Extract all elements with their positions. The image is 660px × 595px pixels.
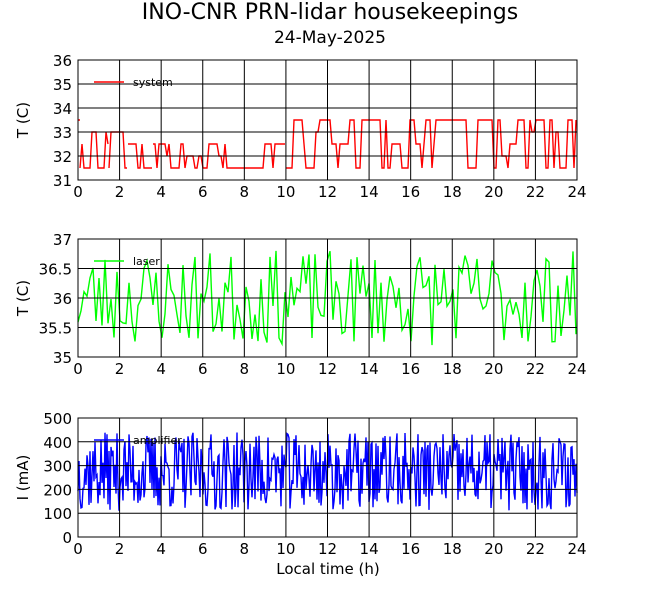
x-tick-label: 6 bbox=[198, 540, 208, 558]
y-axis-label: T (C) bbox=[14, 280, 32, 317]
chart-title: INO-CNR PRN-lidar housekeepings bbox=[141, 0, 519, 25]
y-tick-label: 35.5 bbox=[39, 320, 72, 338]
x-tick-label: 0 bbox=[73, 360, 83, 378]
y-tick-label: 36 bbox=[53, 52, 72, 70]
x-tick-label: 16 bbox=[401, 183, 420, 201]
plot-frame bbox=[77, 59, 578, 181]
legend-label: system bbox=[133, 76, 173, 89]
y-tick-label: 32 bbox=[53, 148, 72, 166]
x-tick-label: 14 bbox=[360, 360, 379, 378]
x-tick-label: 8 bbox=[240, 360, 250, 378]
x-tick-label: 20 bbox=[484, 540, 503, 558]
x-tick-label: 18 bbox=[443, 360, 462, 378]
x-tick-label: 12 bbox=[318, 183, 337, 201]
plot-frame bbox=[77, 238, 578, 358]
y-tick-label: 36.5 bbox=[39, 261, 72, 279]
x-tick-label: 22 bbox=[526, 360, 545, 378]
y-tick-label: 31 bbox=[53, 172, 72, 190]
y-tick-label: 100 bbox=[43, 505, 72, 523]
x-tick-label: 2 bbox=[115, 183, 125, 201]
y-tick-label: 400 bbox=[43, 434, 72, 452]
legend-label: laser bbox=[133, 255, 160, 268]
x-tick-label: 24 bbox=[567, 183, 586, 201]
x-tick-label: 8 bbox=[240, 183, 250, 201]
x-tick-label: 4 bbox=[156, 183, 166, 201]
y-tick-label: 37 bbox=[53, 231, 72, 249]
y-tick-label: 300 bbox=[43, 458, 72, 476]
x-tick-label: 16 bbox=[401, 360, 420, 378]
plot-frame bbox=[77, 417, 578, 538]
x-tick-label: 18 bbox=[443, 540, 462, 558]
x-tick-label: 8 bbox=[240, 540, 250, 558]
x-tick-label: 10 bbox=[276, 540, 295, 558]
y-tick-label: 35 bbox=[53, 349, 72, 367]
x-tick-label: 22 bbox=[526, 540, 545, 558]
x-tick-label: 4 bbox=[156, 360, 166, 378]
x-tick-label: 20 bbox=[484, 183, 503, 201]
x-tick-label: 10 bbox=[276, 360, 295, 378]
x-tick-label: 12 bbox=[318, 540, 337, 558]
y-tick-label: 34 bbox=[53, 100, 72, 118]
y-tick-label: 33 bbox=[53, 124, 72, 142]
y-tick-label: 36 bbox=[53, 290, 72, 308]
y-tick-label: 0 bbox=[62, 529, 72, 547]
x-tick-label: 14 bbox=[360, 183, 379, 201]
x-tick-label: 4 bbox=[156, 540, 166, 558]
x-tick-label: 20 bbox=[484, 360, 503, 378]
legend-label: amplifier bbox=[133, 434, 182, 447]
x-tick-label: 16 bbox=[401, 540, 420, 558]
x-tick-label: 6 bbox=[198, 360, 208, 378]
x-axis-label: Local time (h) bbox=[276, 560, 380, 578]
x-tick-label: 2 bbox=[115, 360, 125, 378]
x-tick-label: 12 bbox=[318, 360, 337, 378]
x-tick-label: 24 bbox=[567, 540, 586, 558]
x-tick-label: 24 bbox=[567, 360, 586, 378]
x-tick-label: 0 bbox=[73, 540, 83, 558]
y-axis-label: I (mA) bbox=[14, 455, 32, 501]
y-tick-label: 35 bbox=[53, 76, 72, 94]
x-tick-label: 0 bbox=[73, 183, 83, 201]
x-tick-label: 2 bbox=[115, 540, 125, 558]
x-tick-label: 22 bbox=[526, 183, 545, 201]
x-tick-label: 14 bbox=[360, 540, 379, 558]
x-tick-label: 10 bbox=[276, 183, 295, 201]
y-axis-label: T (C) bbox=[14, 102, 32, 139]
x-tick-label: 6 bbox=[198, 183, 208, 201]
chart-subtitle: 24-May-2025 bbox=[273, 28, 386, 48]
y-tick-label: 200 bbox=[43, 481, 72, 499]
y-tick-label: 500 bbox=[43, 410, 72, 428]
x-tick-label: 18 bbox=[443, 183, 462, 201]
